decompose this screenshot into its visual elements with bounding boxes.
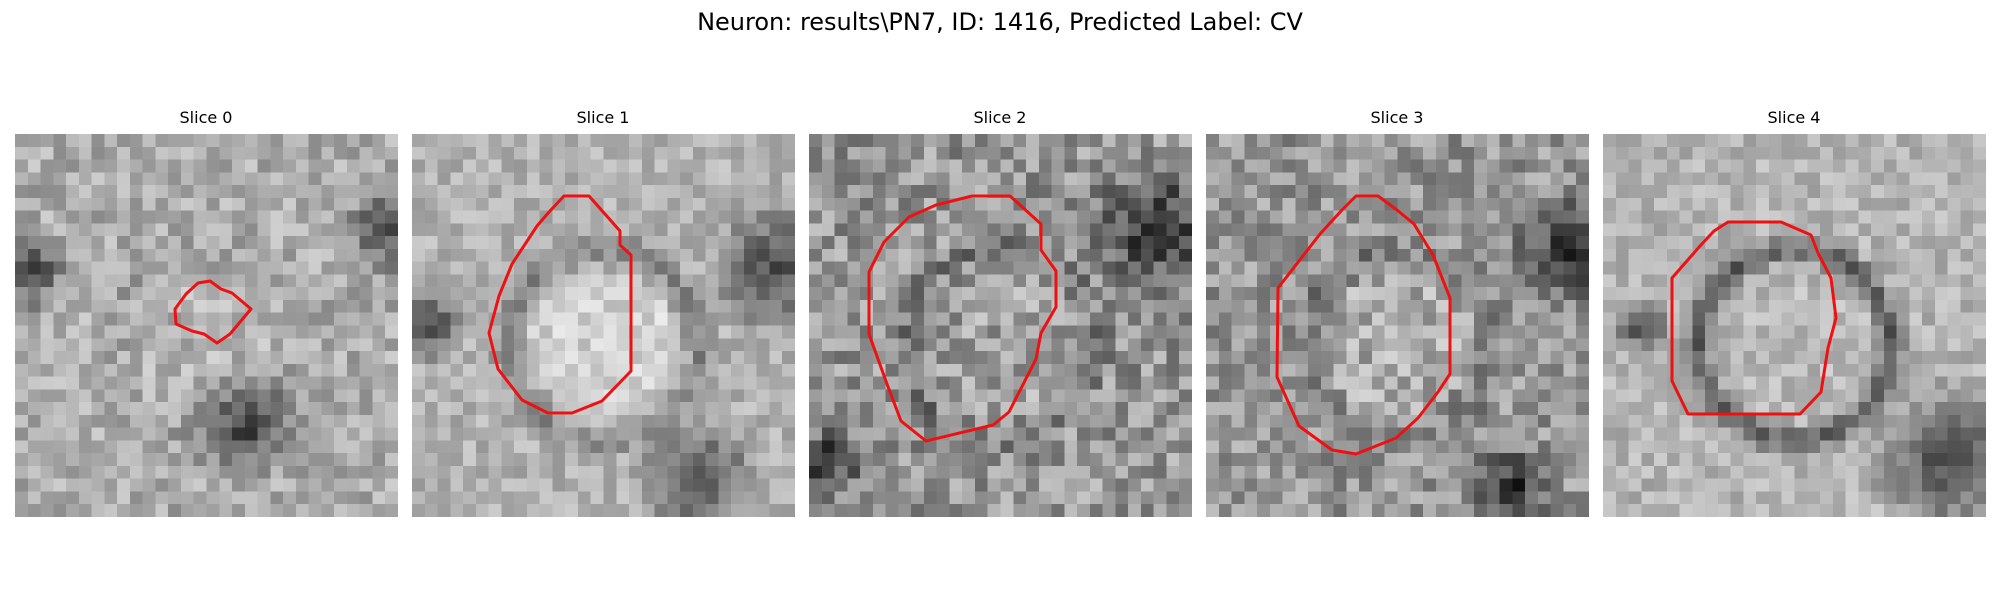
slice-1-contour: [487, 194, 633, 415]
slice-3-image: [1206, 134, 1589, 517]
slice-4-image: [1603, 134, 1986, 517]
slice-2-panel: [809, 134, 1192, 517]
slice-2-contour: [867, 194, 1058, 443]
slice-4-panel: [1603, 134, 1986, 517]
slice-1-panel: [412, 134, 795, 517]
slice-1-title: Slice 1: [576, 108, 630, 127]
slice-0-contour: [173, 279, 253, 345]
slice-3-svg: [1275, 194, 1452, 456]
slice-3-contour: [1275, 194, 1452, 456]
figure-title: Neuron: results\PN7, ID: 1416, Predicted…: [697, 8, 1303, 36]
slice-0-image: [15, 134, 398, 517]
slice-0-title: Slice 0: [179, 108, 233, 127]
slice-4-contour: [1670, 220, 1838, 416]
slice-4-svg: [1670, 220, 1838, 416]
slice-3-panel: [1206, 134, 1589, 517]
slice-1-image: [412, 134, 795, 517]
slice-1-svg: [487, 194, 633, 415]
slice-0-panel: [15, 134, 398, 517]
slice-0-svg: [173, 279, 253, 345]
slice-4-title: Slice 4: [1767, 108, 1821, 127]
slice-3-title: Slice 3: [1370, 108, 1424, 127]
slice-2-svg: [867, 194, 1058, 443]
slice-2-image: [809, 134, 1192, 517]
slice-2-title: Slice 2: [973, 108, 1027, 127]
